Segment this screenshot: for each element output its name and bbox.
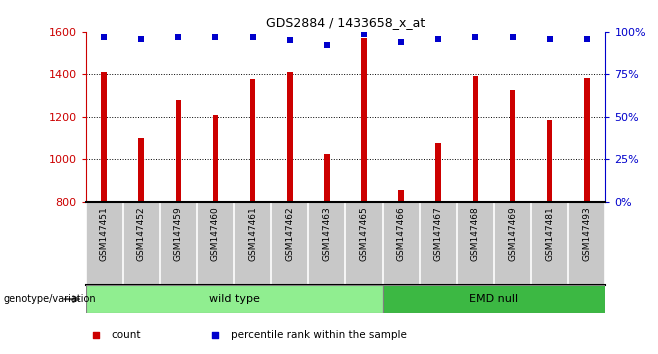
Text: genotype/variation: genotype/variation (3, 294, 96, 304)
Bar (138, 138, 144, 202)
Text: count: count (112, 330, 141, 339)
Text: wild type: wild type (209, 294, 259, 304)
Bar (101, 72, 107, 202)
Point (322, 42, 332, 48)
Text: GSM147460: GSM147460 (211, 206, 220, 261)
Bar (436, 143, 441, 202)
Point (507, 34, 518, 40)
Bar (287, 72, 293, 202)
Text: GSM147451: GSM147451 (99, 206, 109, 261)
Text: GSM147465: GSM147465 (359, 206, 368, 261)
Point (136, 36, 147, 41)
Bar (324, 154, 330, 202)
Point (433, 36, 443, 41)
Bar (472, 76, 478, 202)
Point (247, 34, 258, 40)
Bar (398, 190, 404, 202)
Text: GSM147467: GSM147467 (434, 206, 443, 261)
Text: GSM147462: GSM147462 (286, 206, 294, 261)
Text: GSM147493: GSM147493 (582, 206, 592, 261)
Point (582, 36, 592, 41)
Text: GSM147466: GSM147466 (397, 206, 405, 261)
Bar (361, 38, 367, 202)
Point (470, 34, 480, 40)
Text: GSM147461: GSM147461 (248, 206, 257, 261)
Point (359, 31, 369, 36)
Text: GSM147469: GSM147469 (508, 206, 517, 261)
Text: GSM147468: GSM147468 (471, 206, 480, 261)
Bar (176, 100, 181, 202)
Title: GDS2884 / 1433658_x_at: GDS2884 / 1433658_x_at (266, 16, 425, 29)
Bar (213, 115, 218, 202)
Text: percentile rank within the sample: percentile rank within the sample (231, 330, 407, 339)
Text: EMD null: EMD null (469, 294, 519, 304)
Text: GSM147459: GSM147459 (174, 206, 183, 261)
Point (544, 36, 555, 41)
Text: GSM147481: GSM147481 (545, 206, 554, 261)
Text: GSM147463: GSM147463 (322, 206, 332, 261)
Point (284, 38, 295, 43)
Bar (510, 90, 515, 202)
Point (435, 187, 445, 193)
Bar (584, 78, 590, 202)
Point (99, 34, 109, 40)
Point (211, 34, 221, 40)
Text: GSM147452: GSM147452 (137, 206, 145, 261)
Bar (86, 285, 382, 313)
Point (173, 34, 184, 40)
Bar (250, 79, 255, 202)
Bar (382, 285, 605, 313)
Bar (547, 120, 553, 202)
Point (396, 39, 407, 45)
